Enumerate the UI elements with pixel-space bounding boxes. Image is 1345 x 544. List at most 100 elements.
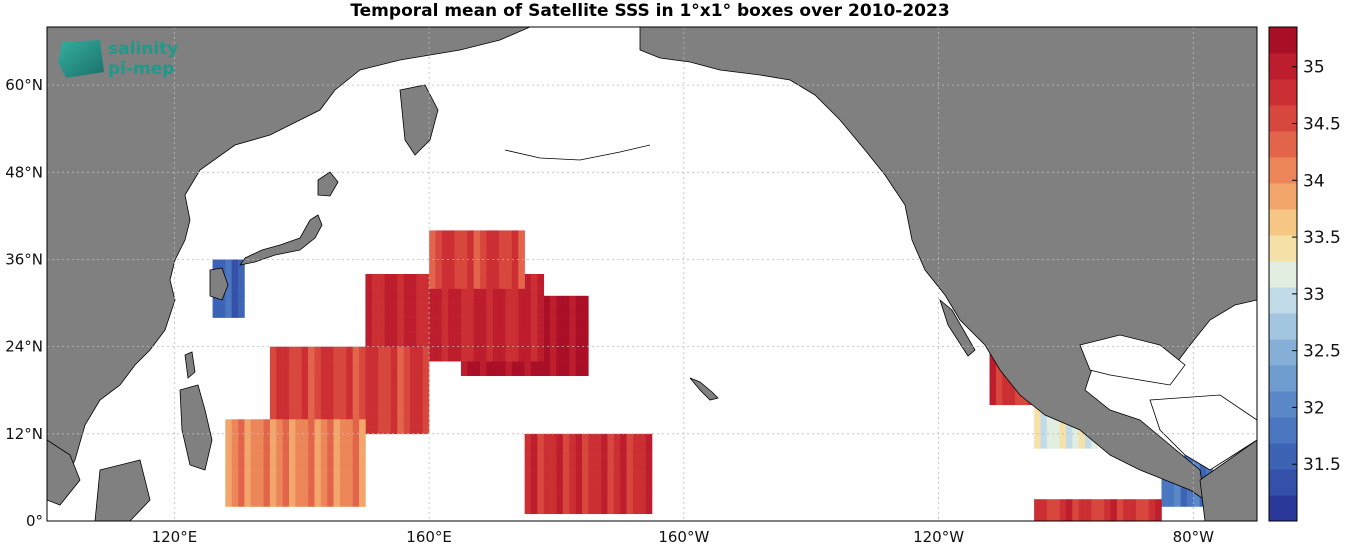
sss-cell bbox=[422, 412, 430, 420]
sss-cell bbox=[295, 419, 303, 427]
sss-cell bbox=[543, 368, 551, 377]
sss-cell bbox=[448, 346, 455, 355]
colorbar-swatch bbox=[1269, 131, 1297, 158]
sss-cell bbox=[231, 491, 239, 500]
sss-cell bbox=[327, 426, 334, 435]
sss-cell bbox=[231, 419, 239, 427]
sss-cell bbox=[269, 346, 277, 355]
sss-cell bbox=[505, 332, 513, 340]
sss-cell bbox=[995, 397, 1003, 406]
sss-cell bbox=[1021, 397, 1029, 406]
sss-cell bbox=[581, 324, 589, 333]
sss-cell bbox=[422, 332, 430, 340]
sss-cell bbox=[390, 295, 398, 304]
sss-cell bbox=[632, 462, 640, 471]
sss-cell bbox=[473, 259, 481, 268]
sss-cell bbox=[594, 506, 602, 515]
sss-cell bbox=[562, 317, 570, 326]
sss-cell bbox=[295, 353, 303, 362]
sss-cell bbox=[448, 230, 455, 238]
sss-cell bbox=[556, 506, 564, 515]
sss-cell bbox=[639, 462, 646, 471]
sss-cell bbox=[1015, 390, 1022, 398]
sss-cell bbox=[301, 375, 309, 384]
sss-cell bbox=[607, 484, 615, 493]
sss-cell bbox=[384, 288, 392, 297]
sss-cell bbox=[550, 346, 557, 355]
sss-cell bbox=[480, 361, 487, 369]
sss-cell bbox=[460, 244, 468, 253]
sss-cell bbox=[276, 390, 283, 398]
sss-cell bbox=[1059, 441, 1067, 449]
sss-cell bbox=[460, 295, 468, 304]
sss-cell bbox=[301, 390, 309, 398]
sss-cell bbox=[499, 274, 506, 282]
sss-cell bbox=[314, 448, 322, 456]
sss-cell bbox=[429, 274, 436, 282]
sss-cell bbox=[295, 462, 303, 471]
sss-cell bbox=[448, 274, 455, 282]
sss-cell bbox=[511, 317, 519, 326]
sss-cell bbox=[390, 368, 398, 377]
sss-cell bbox=[244, 419, 252, 427]
sss-cell bbox=[365, 317, 373, 326]
sss-cell bbox=[550, 448, 557, 456]
sss-cell bbox=[1078, 441, 1086, 449]
ocean-gulf-of-mexico bbox=[1079, 334, 1186, 386]
sss-cell bbox=[346, 499, 353, 507]
sss-cell bbox=[1002, 390, 1009, 398]
colorbar-swatch bbox=[1269, 313, 1297, 340]
sss-cell bbox=[543, 353, 551, 362]
sss-cell bbox=[365, 397, 373, 406]
sss-cell bbox=[225, 499, 232, 507]
sss-cell bbox=[429, 252, 436, 260]
logo-mark-icon bbox=[58, 40, 104, 78]
sss-cell bbox=[607, 462, 615, 471]
sss-cell bbox=[569, 303, 576, 311]
sss-cell bbox=[556, 455, 564, 464]
sss-cell bbox=[327, 361, 334, 369]
sss-cell bbox=[282, 375, 290, 384]
sss-cell bbox=[365, 361, 373, 369]
sss-cell bbox=[410, 346, 417, 355]
sss-cell bbox=[1034, 441, 1041, 449]
sss-cell bbox=[320, 441, 328, 449]
sss-cell bbox=[1059, 426, 1067, 435]
colorbar-swatch bbox=[1269, 235, 1297, 262]
sss-cell bbox=[257, 462, 264, 471]
longitude-tick-label: 160°W bbox=[658, 528, 709, 544]
sss-cell bbox=[537, 332, 545, 340]
sss-cell bbox=[435, 310, 443, 318]
sss-cell bbox=[250, 433, 258, 442]
sss-cell bbox=[365, 426, 373, 435]
sss-cell bbox=[1002, 375, 1009, 384]
sss-cell bbox=[238, 310, 245, 318]
sss-cell bbox=[480, 353, 487, 362]
sss-cell bbox=[581, 317, 589, 326]
sss-cell bbox=[575, 295, 583, 304]
sss-cell bbox=[238, 477, 245, 485]
sss-cell bbox=[1040, 419, 1048, 427]
graticule bbox=[47, 27, 1257, 521]
sss-cell bbox=[390, 353, 398, 362]
sss-cell bbox=[359, 382, 366, 391]
sss-cell bbox=[448, 237, 455, 246]
sss-cell bbox=[1155, 499, 1162, 507]
sss-cell bbox=[269, 499, 277, 507]
sss-cell bbox=[289, 448, 296, 456]
sss-cell bbox=[308, 491, 315, 500]
sss-cell bbox=[295, 426, 303, 435]
sss-cell bbox=[429, 237, 436, 246]
sss-cell bbox=[289, 433, 296, 442]
sss-cell bbox=[333, 346, 341, 355]
sss-cell bbox=[524, 332, 532, 340]
sss-cell bbox=[1046, 433, 1054, 442]
sss-cell bbox=[231, 433, 239, 442]
sss-cell bbox=[263, 448, 271, 456]
sss-cell bbox=[397, 353, 404, 362]
sss-cell bbox=[429, 324, 436, 333]
sss-cell bbox=[613, 499, 621, 507]
sss-cell bbox=[1034, 412, 1041, 420]
sss-cell bbox=[473, 361, 481, 369]
sss-cell bbox=[645, 462, 653, 471]
